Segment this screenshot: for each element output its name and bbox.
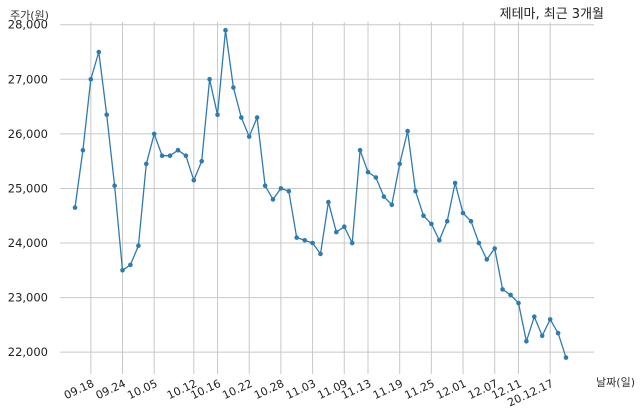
data-point [389,202,395,208]
grid [60,22,594,374]
data-point [128,262,133,268]
y-tick-label: 25,000 [8,181,48,195]
series-price [72,27,569,360]
data-point [88,77,94,82]
y-axis-label: 주가(원) [10,9,49,22]
data-point [532,314,537,320]
x-tick-label: 09.18 [62,377,96,402]
data-point [175,147,181,153]
y-tick-label: 26,000 [8,127,48,141]
data-point [80,147,86,153]
data-point [326,199,331,205]
data-point [492,246,498,251]
data-point [191,178,197,183]
data-point [413,188,418,194]
y-tick-label: 24,000 [8,236,48,250]
data-point [278,186,284,191]
data-point [452,180,458,186]
data-point [310,240,315,246]
data-point [397,161,403,167]
x-tick-label: 11.19 [371,377,405,402]
chart-title: 제테마, 최근 3개월 [500,7,604,22]
data-point [555,330,561,336]
data-point [357,147,363,153]
x-tick-label: 10.05 [125,377,159,402]
data-point [318,251,323,257]
x-tick-label: 11.03 [284,377,318,402]
data-point [246,134,252,139]
data-point [373,175,379,180]
y-tick-label: 23,000 [8,291,48,305]
data-point [539,333,545,339]
x-tick-label: 12.01 [434,377,468,402]
data-point [231,85,236,90]
data-point [167,153,173,158]
data-point [429,221,434,227]
data-point [262,183,268,188]
x-tick-label: 10.28 [252,377,286,402]
data-point [516,300,521,306]
data-point [349,240,355,246]
data-point [476,240,482,246]
data-point [254,115,260,120]
data-point [421,213,426,218]
data-point [444,218,450,224]
data-point [302,238,308,243]
x-tick-label: 11.25 [403,377,437,402]
data-point [468,218,474,224]
axes: 22,000 23,000 24,000 25,000 26,000 27,000 28,0… [8,18,556,410]
data-point [159,153,165,158]
data-point [484,257,490,262]
y-tick-label: 28,000 [8,18,48,32]
data-point [144,161,149,167]
data-point [136,243,141,249]
x-tick-label: 10.22 [220,377,254,402]
data-point [239,115,244,120]
data-point [508,292,513,298]
data-point [120,268,125,273]
data-point [96,49,102,55]
data-point [183,153,189,158]
data-point [500,287,505,292]
data-point [437,238,442,243]
data-point [199,158,204,164]
data-point [223,27,228,33]
data-point [72,205,78,210]
x-axis-label: 날짜(일) [596,375,635,389]
data-point [524,339,529,344]
data-point [547,317,553,322]
data-point [151,131,157,137]
data-point [270,197,276,202]
data-point [381,194,387,199]
data-point [215,112,220,118]
data-point [563,355,569,360]
data-point [405,128,410,134]
data-point [334,229,339,235]
data-point [112,183,117,188]
y-tick-label: 22,000 [8,345,48,359]
data-point [365,169,371,175]
data-point [460,210,466,216]
y-tick-label: 27,000 [8,72,48,86]
data-point [286,188,292,194]
data-point [104,112,109,118]
x-tick-label: 09.24 [94,377,128,402]
data-point [207,77,212,82]
data-point [342,224,347,229]
data-point [294,235,300,240]
